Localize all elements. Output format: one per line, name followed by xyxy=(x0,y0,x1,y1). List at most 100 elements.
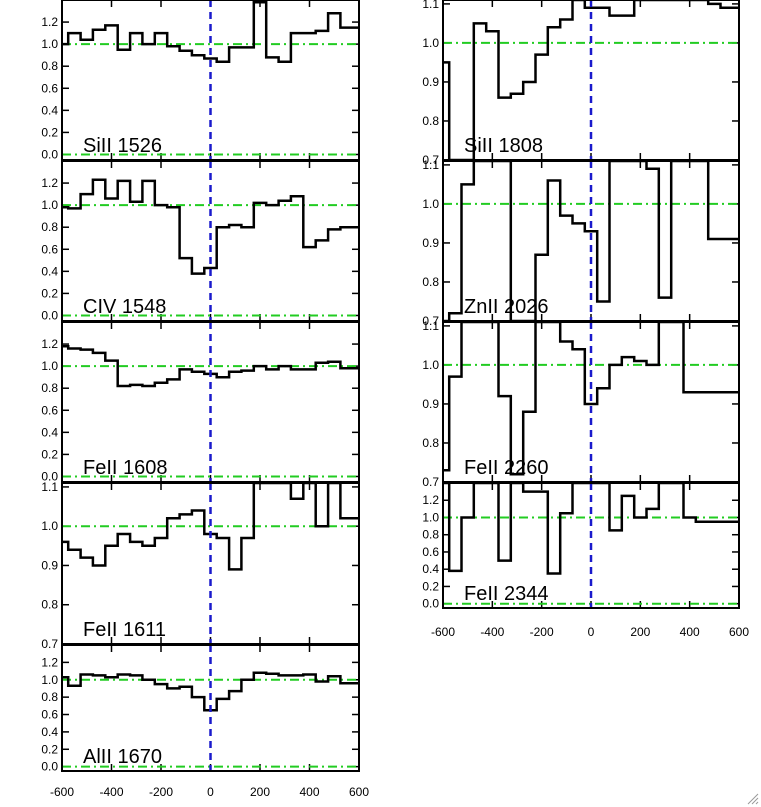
y-tick-label: 0.4 xyxy=(41,425,58,439)
y-tick-label: 0.6 xyxy=(422,545,439,559)
panel-label: AlII 1670 xyxy=(83,746,162,768)
spectrum-line-znii-2026 xyxy=(443,161,739,321)
x-tick-label: -600 xyxy=(50,785,74,799)
y-tick-label: 0.0 xyxy=(422,597,439,611)
y-tick-label: 0.6 xyxy=(41,81,58,95)
y-tick-label: 1.2 xyxy=(422,493,439,507)
panel-label: FeII 2260 xyxy=(464,457,549,479)
y-tick-label: 0.8 xyxy=(41,59,58,73)
panel-frame xyxy=(61,644,360,772)
y-tick-label: 0.9 xyxy=(422,75,439,89)
x-tick-label: 200 xyxy=(630,625,650,639)
panel-znii-2026: 0.7 0.8 0.9 1.0 1.1 ZnII 2026 xyxy=(422,158,740,328)
spectrum-line-siii-1808 xyxy=(443,0,739,160)
panel-label: FeII 2344 xyxy=(464,583,549,605)
y-tick-label: 0.0 xyxy=(41,469,58,483)
panel-label: ZnII 2026 xyxy=(464,296,549,318)
y-tick-label: 0.9 xyxy=(41,558,58,572)
x-tick-label: 400 xyxy=(299,785,319,799)
panel-feii-2344: 0.0 0.2 0.4 0.6 0.8 1.0 1.2 FeII 2344 xyxy=(422,482,740,611)
spectrum-line-feii-1611 xyxy=(62,483,359,571)
x-tick-label: 400 xyxy=(680,625,700,639)
y-tick-label: 1.2 xyxy=(41,15,58,29)
y-tick-label: 1.0 xyxy=(422,197,439,211)
y-tick-label: 0.8 xyxy=(422,275,439,289)
y-tick-label: 0.2 xyxy=(41,286,58,300)
spectrum-line-alii-1670 xyxy=(62,671,359,712)
y-tick-label: 1.0 xyxy=(41,359,58,373)
panel-feii-1608: 0.0 0.2 0.4 0.6 0.8 1.0 1.2 FeII 1608 xyxy=(41,321,360,483)
y-tick-label: 0.7 xyxy=(41,637,58,651)
y-tick-label: 1.0 xyxy=(41,519,58,533)
panel-siii-1808: 0.7 0.8 0.9 1.0 1.1 SiII 1808 xyxy=(422,0,740,167)
x-tick-label: 0 xyxy=(588,625,595,639)
panel-label: SiII 1526 xyxy=(83,135,162,157)
y-tick-label: 0.2 xyxy=(41,447,58,461)
panel-siii-1526: 0.0 0.2 0.4 0.6 0.8 1.0 1.2 SiII 1526 xyxy=(41,0,360,161)
y-tick-label: 0.8 xyxy=(41,690,58,704)
spectrum-line-feii-1608 xyxy=(62,345,359,388)
y-tick-label: 0.4 xyxy=(41,725,58,739)
panel-feii-2260: 0.7 0.8 0.9 1.0 1.1 FeII 2260 xyxy=(422,319,740,489)
y-tick-label: 0.9 xyxy=(422,236,439,250)
y-tick-label: 0.6 xyxy=(41,708,58,722)
y-tick-label: 1.1 xyxy=(41,480,58,494)
x-tick-label: 600 xyxy=(729,625,749,639)
y-tick-label: 0.6 xyxy=(41,403,58,417)
y-tick-label: 1.0 xyxy=(422,36,439,50)
x-tick-label: 600 xyxy=(349,785,369,799)
y-tick-label: 0.0 xyxy=(41,147,58,161)
y-tick-label: 0.2 xyxy=(422,579,439,593)
panel-feii-1611: 0.7 0.8 0.9 1.0 1.1 FeII 1611 xyxy=(41,480,360,651)
spectrum-line-feii-2344 xyxy=(443,483,739,575)
spectrum-line-feii-2260 xyxy=(443,322,739,476)
y-tick-label: 0.8 xyxy=(422,114,439,128)
y-tick-label: 1.2 xyxy=(41,337,58,351)
panel-label: FeII 1608 xyxy=(83,457,168,479)
x-tick-label: 200 xyxy=(250,785,270,799)
y-tick-label: 0.8 xyxy=(41,381,58,395)
x-tick-label: -400 xyxy=(480,625,504,639)
y-tick-label: 0.0 xyxy=(41,308,58,322)
y-tick-label: 0.4 xyxy=(41,103,58,117)
x-tick-label: -600 xyxy=(431,625,455,639)
y-tick-label: 0.4 xyxy=(422,562,439,576)
panel-label: FeII 1611 xyxy=(83,619,166,641)
x-tick-label: -200 xyxy=(149,785,173,799)
y-tick-label: 1.0 xyxy=(41,198,58,212)
y-tick-label: 0.7 xyxy=(422,475,439,489)
y-tick-label: 1.1 xyxy=(422,0,439,11)
y-tick-label: 0.8 xyxy=(422,436,439,450)
resize-grip-icon[interactable] xyxy=(745,791,759,805)
panel-label: SiII 1808 xyxy=(464,135,543,157)
x-tick-label: 0 xyxy=(207,785,214,799)
panel-label: CIV 1548 xyxy=(83,296,166,318)
y-tick-label: 1.1 xyxy=(422,158,439,172)
y-tick-label: 1.0 xyxy=(41,673,58,687)
y-tick-label: 1.0 xyxy=(422,510,439,524)
y-tick-label: 0.9 xyxy=(422,397,439,411)
spectrum-line-civ-1548 xyxy=(62,178,359,275)
y-tick-label: 1.1 xyxy=(422,319,439,333)
y-tick-label: 0.0 xyxy=(41,760,58,774)
y-tick-label: 1.0 xyxy=(422,358,439,372)
y-tick-label: 0.8 xyxy=(422,528,439,542)
spectrum-line-siii-1526 xyxy=(62,0,359,64)
y-tick-label: 0.2 xyxy=(41,125,58,139)
y-tick-label: 0.7 xyxy=(422,314,439,328)
y-tick-label: 1.0 xyxy=(41,37,58,51)
y-tick-label: 0.6 xyxy=(41,242,58,256)
y-tick-label: 0.8 xyxy=(41,598,58,612)
y-tick-label: 1.2 xyxy=(41,176,58,190)
y-tick-label: 1.2 xyxy=(41,655,58,669)
panel-frame xyxy=(442,482,740,609)
panel-alii-1670: 0.0 0.2 0.4 0.6 0.8 1.0 1.2 AlII 1670 xyxy=(41,644,360,774)
y-tick-label: 0.8 xyxy=(41,220,58,234)
y-tick-label: 0.7 xyxy=(422,153,439,167)
x-tick-label: -400 xyxy=(99,785,123,799)
panel-civ-1548: 0.0 0.2 0.4 0.6 0.8 1.0 1.2 CIV 1548 xyxy=(41,160,360,322)
y-tick-label: 0.2 xyxy=(41,742,58,756)
x-tick-label: -200 xyxy=(530,625,554,639)
y-tick-label: 0.4 xyxy=(41,264,58,278)
